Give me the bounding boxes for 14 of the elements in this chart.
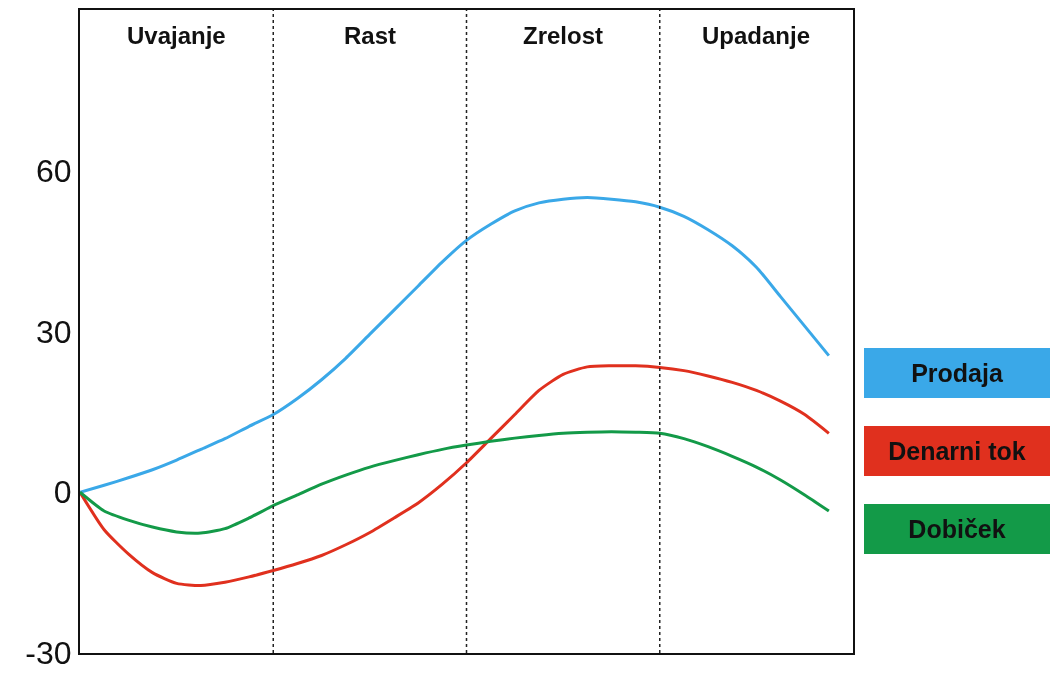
y-tick-label: 30 (36, 313, 72, 350)
text: Denarni tok (864, 426, 1050, 476)
annotation: Rast (344, 22, 397, 49)
annotation: Upadanje (702, 22, 811, 49)
annotation: Zrelost (523, 22, 604, 49)
line-series (80, 196, 831, 494)
y-tick-label: 60 (36, 152, 72, 189)
line-series (80, 430, 831, 535)
annotation: Uvajanje (127, 22, 226, 49)
line-series (80, 364, 831, 587)
text: Dobiček (864, 504, 1050, 554)
text: Prodaja (864, 348, 1050, 398)
y-tick-label: -30 (25, 635, 72, 672)
y-tick-label: 0 (53, 474, 72, 511)
